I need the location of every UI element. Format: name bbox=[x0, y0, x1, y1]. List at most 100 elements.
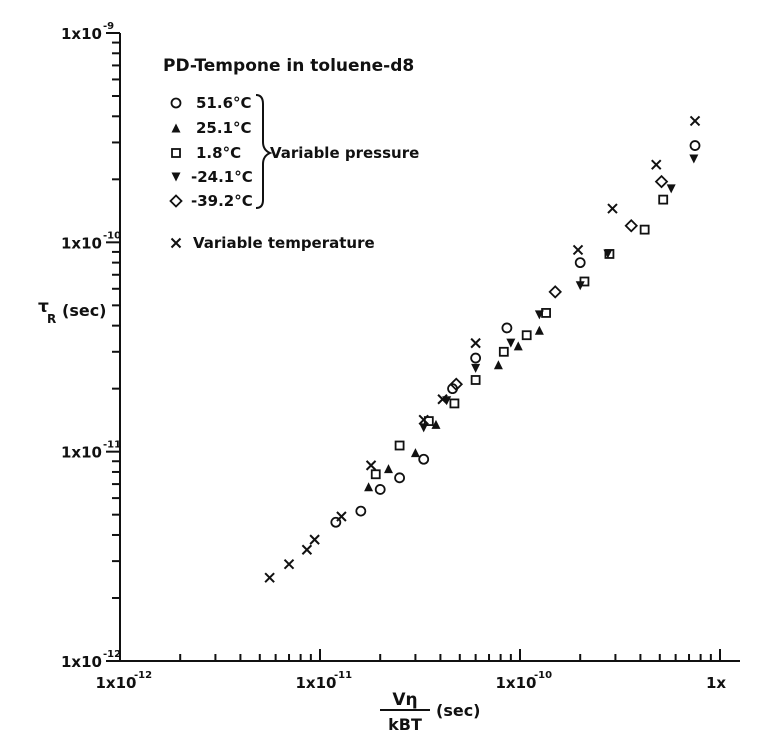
svg-text:-12: -12 bbox=[134, 670, 152, 681]
point-variable-temperature bbox=[264, 572, 275, 583]
svg-text:1x10: 1x10 bbox=[496, 674, 537, 692]
point-1-8-c bbox=[541, 308, 551, 318]
chart-title: PD-Tempone in toluene-d8 bbox=[163, 56, 414, 76]
legend-label: 51.6°C bbox=[196, 94, 252, 112]
point-25-1-c bbox=[493, 360, 503, 370]
point-variable-temperature bbox=[336, 511, 347, 522]
point-1-8-c bbox=[658, 194, 669, 205]
svg-text:-10: -10 bbox=[534, 670, 552, 681]
svg-text:-9: -9 bbox=[103, 21, 114, 32]
point-51-6-c bbox=[330, 516, 342, 528]
point-39-2-c bbox=[654, 174, 669, 189]
point-51-6-c bbox=[574, 257, 586, 269]
svg-text:-10: -10 bbox=[103, 230, 121, 241]
point-24-1-c bbox=[575, 281, 585, 291]
svg-text:1x10: 1x10 bbox=[61, 234, 102, 252]
legend-label: -39.2°C bbox=[191, 192, 253, 210]
legend-brace-label: Variable pressure bbox=[270, 144, 419, 162]
y-tick-label: 1x10 -10 bbox=[61, 230, 121, 252]
legend-label: 1.8°C bbox=[196, 144, 241, 162]
legend-marker bbox=[171, 148, 181, 158]
y-axis-label: τ R (sec) bbox=[38, 297, 106, 326]
point-51-6-c bbox=[355, 505, 367, 517]
point-25-1-c bbox=[410, 448, 420, 458]
legend-entry: -39.2°C bbox=[169, 192, 253, 210]
point-24-1-c bbox=[471, 363, 481, 373]
x-tick-label: 1x10-10 bbox=[496, 670, 553, 692]
legend-label: Variable temperature bbox=[193, 234, 375, 252]
point-25-1-c bbox=[431, 419, 441, 429]
point-25-1-c bbox=[364, 482, 374, 492]
point-51-6-c bbox=[470, 352, 482, 364]
point-24-1-c bbox=[603, 249, 613, 259]
point-39-2-c bbox=[548, 285, 562, 299]
y-tick-label: 1x10 -12 bbox=[61, 649, 121, 671]
legend-entry: 1.8°C bbox=[171, 144, 241, 162]
legend-marker bbox=[169, 194, 183, 208]
x-tick-label: 1x10-12 bbox=[96, 670, 153, 692]
point-variable-temperature bbox=[607, 203, 618, 214]
svg-text:1x10: 1x10 bbox=[61, 25, 102, 43]
point-variable-temperature bbox=[365, 460, 377, 471]
point-1-8-c bbox=[394, 440, 405, 451]
point-24-1-c bbox=[666, 184, 676, 194]
legend-marker bbox=[170, 97, 182, 109]
svg-text:1x: 1x bbox=[706, 674, 726, 692]
point-51-6-c bbox=[501, 322, 513, 334]
data-points bbox=[264, 115, 701, 583]
svg-text:1x10: 1x10 bbox=[61, 444, 102, 462]
point-1-8-c bbox=[498, 346, 509, 357]
legend-marker bbox=[171, 123, 181, 133]
point-1-8-c bbox=[521, 330, 532, 341]
point-24-1-c bbox=[534, 310, 544, 320]
x-axis-label: Vη kBT (sec) bbox=[380, 690, 480, 734]
point-variable-temperature bbox=[283, 558, 295, 570]
svg-text:-11: -11 bbox=[103, 440, 121, 451]
legend-marker bbox=[171, 172, 181, 182]
point-variable-temperature bbox=[309, 534, 320, 545]
svg-text:(sec): (sec) bbox=[436, 701, 480, 720]
point-51-6-c bbox=[394, 472, 405, 484]
legend: 51.6°C 25.1°C 1.8°C -24.1°C -39.2°C Variable … bbox=[169, 94, 375, 252]
x-tick-label: 1x10-11 bbox=[296, 670, 353, 692]
point-variable-temperature bbox=[437, 394, 448, 405]
svg-text:(sec): (sec) bbox=[62, 301, 106, 320]
point-25-1-c bbox=[383, 464, 393, 474]
point-1-8-c bbox=[370, 469, 381, 480]
axes bbox=[106, 32, 740, 662]
svg-text:τ: τ bbox=[38, 297, 49, 317]
point-1-8-c bbox=[449, 398, 460, 409]
point-variable-temperature bbox=[572, 244, 584, 256]
point-51-6-c bbox=[418, 453, 430, 465]
legend-label: -24.1°C bbox=[191, 168, 253, 186]
y-tick-label: 1x10 -9 bbox=[61, 21, 114, 43]
x-tick-labels: 1x10-12 1x10-11 1x10-10 1x bbox=[96, 670, 727, 692]
point-1-8-c bbox=[470, 375, 481, 385]
legend-marker bbox=[170, 237, 182, 249]
point-variable-temperature bbox=[301, 544, 313, 555]
svg-text:-11: -11 bbox=[334, 670, 352, 681]
svg-text:Vη: Vη bbox=[392, 690, 417, 710]
point-39-2-c bbox=[449, 377, 464, 391]
legend-entry: 25.1°C bbox=[171, 119, 252, 137]
legend-label: 25.1°C bbox=[196, 119, 252, 137]
point-25-1-c bbox=[534, 325, 544, 335]
svg-text:-12: -12 bbox=[103, 649, 121, 660]
point-24-1-c bbox=[689, 154, 699, 164]
svg-text:1x10: 1x10 bbox=[96, 674, 137, 692]
point-39-2-c bbox=[624, 218, 639, 233]
point-24-1-c bbox=[506, 338, 516, 348]
legend-entry: -24.1°C bbox=[171, 168, 253, 186]
point-24-1-c bbox=[419, 423, 429, 433]
x-tick-label: 1x bbox=[706, 674, 726, 692]
point-25-1-c bbox=[513, 341, 523, 351]
y-tick-label: 1x10 -11 bbox=[61, 440, 121, 462]
legend-entry: Variable temperature bbox=[170, 234, 375, 252]
point-variable-temperature bbox=[418, 414, 429, 425]
point-variable-temperature bbox=[651, 159, 662, 170]
legend-entry: 51.6°C bbox=[170, 94, 252, 112]
svg-text:1x10: 1x10 bbox=[61, 653, 102, 671]
legend-brace bbox=[255, 94, 273, 209]
